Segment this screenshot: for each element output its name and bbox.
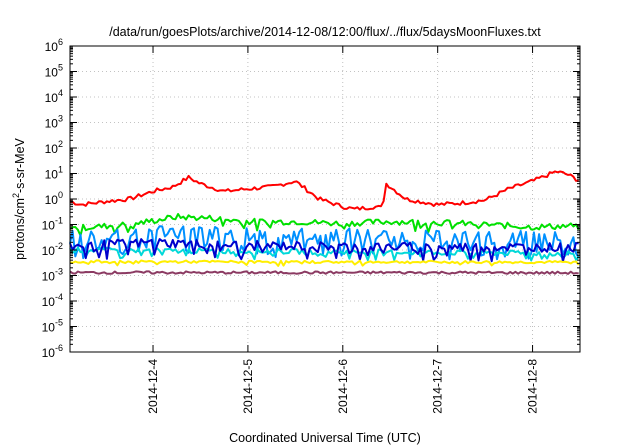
y-axis-label-main: protons/cm — [13, 198, 27, 260]
series-line-7 — [69, 270, 579, 275]
y-tick-label: 100 — [45, 190, 63, 207]
y-tick-exponent: -5 — [55, 318, 63, 328]
series-line-6 — [69, 259, 580, 267]
y-axis-label-sup: 2 — [11, 193, 21, 198]
y-tick-exponent: 0 — [58, 190, 63, 200]
y-tick-base: 10 — [42, 321, 56, 335]
x-tick-label: 2014-12-7 — [431, 359, 445, 414]
y-axis-label: protons/cm2-s-sr-MeV — [11, 137, 27, 259]
x-tick-label: 2014-12-6 — [336, 359, 350, 414]
y-tick-base: 10 — [45, 40, 59, 54]
y-tick-base: 10 — [42, 219, 56, 233]
y-tick-base: 10 — [45, 117, 59, 131]
y-tick-label: 10-6 — [42, 343, 63, 360]
x-axis-label: Coordinated Universal Time (UTC) — [229, 431, 421, 445]
y-tick-exponent: -3 — [55, 267, 63, 277]
x-tick-label: 2014-12-5 — [241, 359, 255, 414]
y-tick-labels: 10610510410310210110010-110-210-310-410-… — [42, 37, 63, 360]
y-tick-label: 10-2 — [42, 241, 63, 258]
chart-title: /data/run/goesPlots/archive/2014-12-08/1… — [109, 25, 541, 39]
x-tick-label: 2014-12-8 — [526, 359, 540, 414]
y-tick-exponent: -2 — [55, 241, 63, 251]
y-tick-base: 10 — [45, 66, 59, 80]
y-tick-base: 10 — [45, 168, 59, 182]
y-tick-label: 10-1 — [42, 216, 63, 233]
series-line-2 — [69, 213, 580, 237]
y-tick-label: 101 — [45, 165, 63, 182]
y-tick-base: 10 — [45, 91, 59, 105]
series-line-5 — [69, 238, 579, 263]
y-tick-label: 10-5 — [42, 318, 63, 335]
axis-ticks — [70, 45, 580, 353]
y-tick-base: 10 — [42, 270, 56, 284]
y-tick-label: 10-3 — [42, 267, 63, 284]
y-tick-label: 10-4 — [42, 292, 63, 309]
x-tick-labels: 2014-12-4 2014-12-5 2014-12-6 2014-12-7 2014… — [146, 359, 540, 414]
y-tick-exponent: -6 — [55, 343, 63, 353]
y-tick-exponent: 3 — [58, 114, 63, 124]
y-axis-label-rest: -s-sr-MeV — [13, 137, 27, 193]
y-tick-label: 103 — [45, 114, 63, 131]
y-tick-base: 10 — [45, 142, 59, 156]
y-tick-exponent: 5 — [58, 63, 63, 73]
y-tick-base: 10 — [42, 244, 56, 258]
data-series — [69, 170, 580, 275]
y-tick-label: 102 — [45, 139, 63, 156]
series-line-1 — [69, 170, 579, 211]
y-tick-label: 104 — [45, 88, 63, 105]
y-tick-base: 10 — [45, 193, 59, 207]
y-tick-base: 10 — [42, 346, 56, 360]
y-tick-base: 10 — [42, 295, 56, 309]
x-tick-label: 2014-12-4 — [146, 359, 160, 414]
y-tick-exponent: 2 — [58, 139, 63, 149]
y-tick-exponent: -4 — [55, 292, 63, 302]
y-tick-exponent: 4 — [58, 88, 63, 98]
y-tick-exponent: 1 — [58, 165, 63, 175]
y-tick-label: 105 — [45, 63, 63, 80]
y-tick-exponent: -1 — [55, 216, 63, 226]
y-tick-label: 106 — [45, 37, 63, 54]
y-tick-exponent: 6 — [58, 37, 63, 47]
